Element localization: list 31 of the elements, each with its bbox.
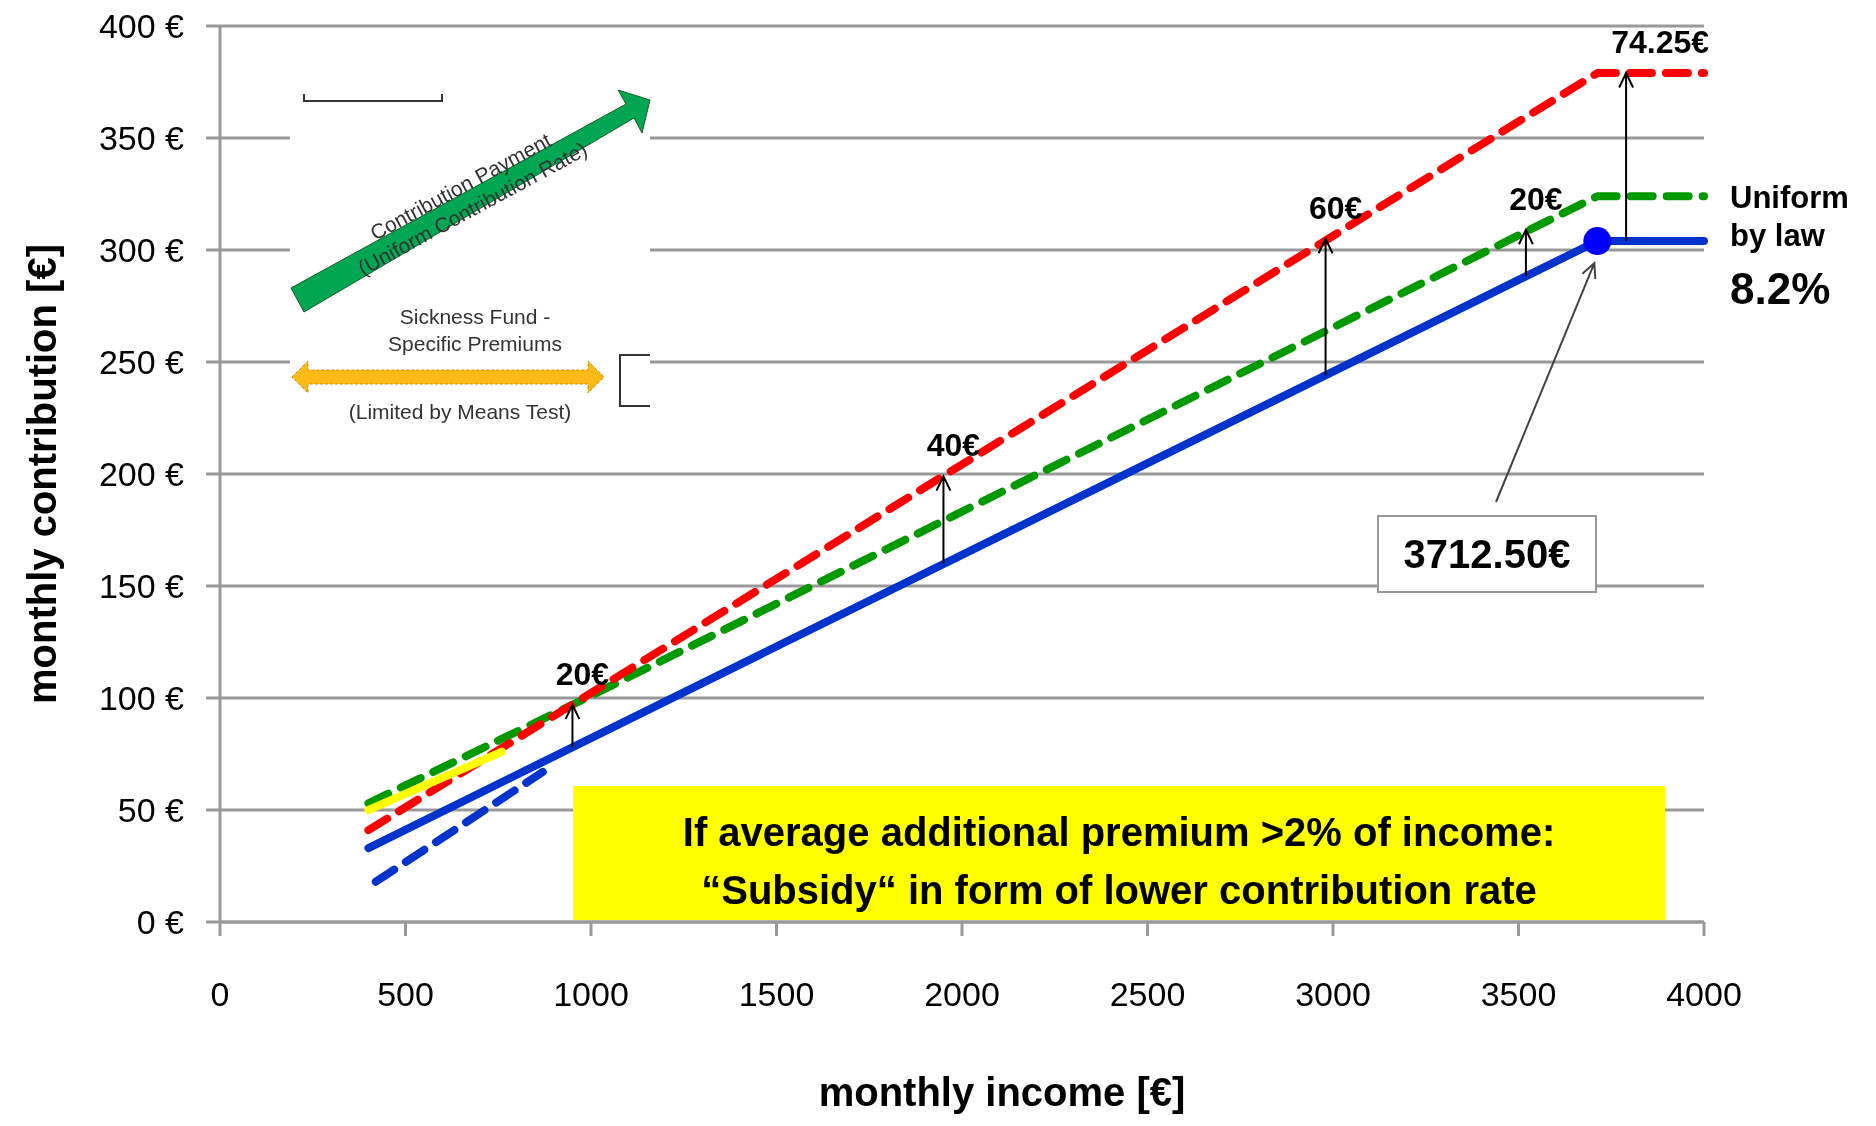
text: 8.2% <box>1730 264 1831 313</box>
annotation: 74.25€ <box>1611 24 1710 61</box>
y-tick-label: 300 € <box>98 230 185 269</box>
y-tick-label: 250 € <box>98 342 185 381</box>
x-tick-label: 3500 <box>1480 975 1557 1013</box>
y-tick-label: 100 € <box>98 678 185 717</box>
y-tick-label: 50 € <box>117 790 185 829</box>
y-tick-label: 150 € <box>98 566 185 605</box>
annotation: 60€ <box>1308 189 1363 226</box>
y-tick-label: 350 € <box>98 118 185 157</box>
x-tick-label: 4000 <box>1666 975 1742 1013</box>
annotation: Sickness Fund - Specific Premiums <box>388 305 562 355</box>
x-tick-label: 2000 <box>924 975 1000 1013</box>
y-tick-label: 400 € <box>98 6 185 45</box>
x-tick-label: 0 <box>210 975 230 1013</box>
x-tick-label: 500 <box>377 975 434 1013</box>
x-tick-label: 3000 <box>1295 975 1371 1013</box>
annotation: 20€ <box>1509 180 1563 217</box>
annotation: 20€ <box>555 655 610 692</box>
y-tick-label: 200 € <box>98 454 185 493</box>
y-tick-label: 0 € <box>136 902 185 941</box>
y-axis-title: monthly contribution [€] <box>20 244 64 704</box>
x-axis-title: monthly income [€] <box>818 1070 1186 1114</box>
x-tick-label: 1000 <box>553 975 629 1013</box>
annotation: 40€ <box>926 427 981 464</box>
x-tick-label: 2500 <box>1109 975 1186 1013</box>
annotation: (Limited by Means Test) <box>348 400 572 423</box>
x-tick-label: 1500 <box>738 975 815 1013</box>
text: Uniform by law <box>1730 180 1849 253</box>
annotation: 3712.50€ <box>1403 532 1571 576</box>
annotation: If average additional premium >2% of income: “Subsidy“ in form of lower contribution rate <box>682 810 1556 912</box>
